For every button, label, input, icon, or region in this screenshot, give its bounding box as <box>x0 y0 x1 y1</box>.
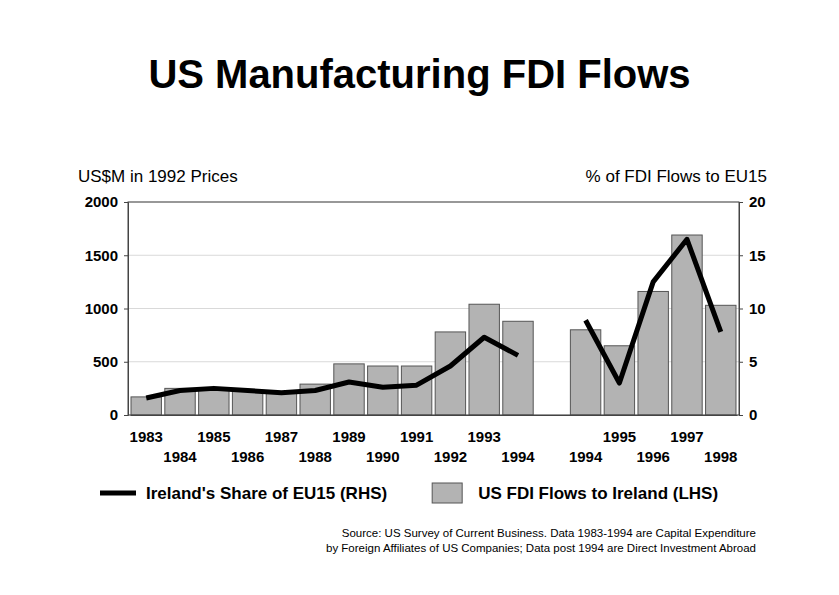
tick: 20 <box>739 193 766 210</box>
tick-label: 1993 <box>468 428 501 445</box>
tick-mark <box>124 309 128 310</box>
tick-label: 15 <box>749 247 766 264</box>
tick-mark <box>124 255 128 256</box>
tick: 1997 <box>670 415 703 445</box>
tick-label: 1996 <box>636 448 669 465</box>
grid <box>128 202 739 415</box>
tick-label: 1989 <box>332 428 365 445</box>
tick: 1993 <box>468 415 501 445</box>
tick-label: 1988 <box>299 448 332 465</box>
bar <box>368 366 398 415</box>
bar-series <box>131 235 736 415</box>
tick-label: 5 <box>749 353 757 370</box>
tick-label: 0 <box>110 406 118 423</box>
tick: 0 <box>110 406 128 423</box>
tick-mark <box>739 255 743 256</box>
tick-label: 1997 <box>670 428 703 445</box>
plot-marks <box>131 235 736 415</box>
legend-swatch <box>432 483 462 503</box>
legend-swatch <box>100 491 136 496</box>
tick-mark <box>124 362 128 363</box>
tick-mark <box>739 362 743 363</box>
bar <box>199 388 229 415</box>
y2-axis-title: % of FDI Flows to EU15 <box>586 167 767 186</box>
tick-mark <box>124 415 128 416</box>
tick-mark <box>124 202 128 203</box>
tick-label: 1000 <box>85 300 118 317</box>
line-series <box>146 239 721 398</box>
tick-label: 1992 <box>434 448 467 465</box>
tick-mark <box>739 415 743 416</box>
chart-title: US Manufacturing FDI Flows <box>148 52 690 96</box>
bar <box>131 397 161 415</box>
tick-label: 1987 <box>265 428 298 445</box>
tick: 1995 <box>603 415 636 445</box>
tick-label: 1983 <box>130 428 163 445</box>
tick-label: 1985 <box>197 428 230 445</box>
tick: 1983 <box>130 415 163 445</box>
bar <box>401 366 431 415</box>
tick: 1990 <box>366 415 399 465</box>
tick: 1987 <box>265 415 298 445</box>
tick-label: 1990 <box>366 448 399 465</box>
axis-line <box>124 203 129 416</box>
y-axis: 0 500 1000 1500 2000 <box>85 193 129 423</box>
tick-label: 1994 <box>501 448 535 465</box>
tick: 10 <box>739 300 766 317</box>
tick-label: 1984 <box>163 448 197 465</box>
tick: 15 <box>739 247 766 264</box>
tick-label: 1986 <box>231 448 264 465</box>
tick-label: 1500 <box>85 247 118 264</box>
legend-label: US FDI Flows to Ireland (LHS) <box>478 484 718 503</box>
bar <box>706 305 736 415</box>
tick: 1994 <box>501 415 535 465</box>
y-axis-title: US$M in 1992 Prices <box>78 167 238 186</box>
plot-frame <box>128 202 739 415</box>
tick-label: 0 <box>749 406 757 423</box>
source-note: Source: US Survey of Current Business. D… <box>342 527 756 539</box>
bar <box>232 391 262 415</box>
tick: 1991 <box>400 415 433 445</box>
chart-svg: US Manufacturing FDI Flows US$M in 1992 P… <box>0 0 839 595</box>
tick-label: 2000 <box>85 193 118 210</box>
tick: 1500 <box>85 247 128 264</box>
tick: 2000 <box>85 193 128 210</box>
legend: Ireland's Share of EU15 (RHS) US FDI Flow… <box>100 483 718 503</box>
bar <box>469 304 499 415</box>
tick-label: 1998 <box>704 448 737 465</box>
source-note: by Foreign Affiliates of US Companies; D… <box>326 542 756 554</box>
tick-label: 1994 <box>569 448 603 465</box>
bar <box>503 321 533 415</box>
tick: 1998 <box>704 415 737 465</box>
tick: 500 <box>93 353 128 370</box>
chart-container: US Manufacturing FDI Flows US$M in 1992 P… <box>0 0 839 595</box>
tick: 1000 <box>85 300 128 317</box>
tick: 1985 <box>197 415 230 445</box>
tick: 1986 <box>231 415 264 465</box>
tick: 1992 <box>434 415 467 465</box>
tick-label: 10 <box>749 300 766 317</box>
legend-label: Ireland's Share of EU15 (RHS) <box>146 484 387 503</box>
grid-line <box>128 255 739 256</box>
tick-label: 20 <box>749 193 766 210</box>
x-axis: 1983198419851986198719881989199019911992… <box>130 415 738 465</box>
tick-label: 1991 <box>400 428 433 445</box>
tick-label: 1995 <box>603 428 636 445</box>
tick: 1996 <box>636 415 669 465</box>
axis-line <box>740 203 744 416</box>
tick: 1984 <box>163 415 197 465</box>
tick: 5 <box>739 353 757 370</box>
tick: 1994 <box>569 415 603 465</box>
tick: 1989 <box>332 415 365 445</box>
tick-label: 500 <box>93 353 118 370</box>
y2-axis: 0 5 10 15 20 <box>739 193 766 423</box>
tick: 1988 <box>299 415 332 465</box>
tick: 0 <box>739 406 757 423</box>
tick-mark <box>739 309 743 310</box>
axis-line <box>131 415 738 416</box>
bar <box>334 364 364 415</box>
tick-mark <box>739 202 743 203</box>
